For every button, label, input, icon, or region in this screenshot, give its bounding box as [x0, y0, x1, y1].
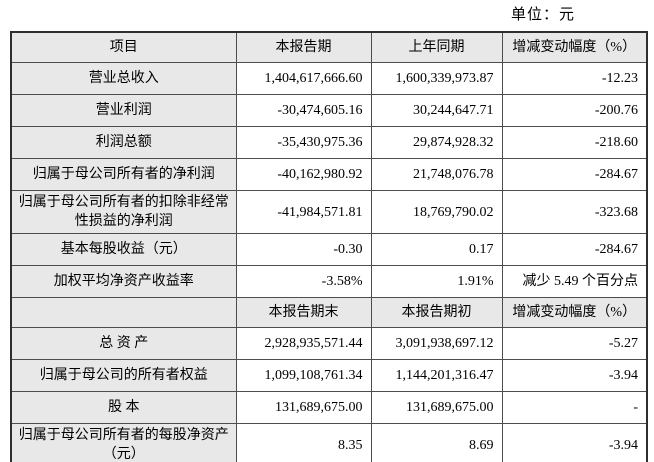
- unit-label: 单位：元: [510, 7, 575, 23]
- header-cell-current-period: 本报告期: [235, 31, 372, 63]
- value-prior: 1.91%: [370, 265, 503, 298]
- row-label: 营业利润: [10, 94, 237, 127]
- row-label: 归属于母公司所有者的扣除非经常性损益的净利润: [10, 190, 237, 234]
- table-row: 加权平均净资产收益率 -3.58% 1.91% 减少 5.49 个百分点: [10, 265, 648, 298]
- table-row: 基本每股收益（元） -0.30 0.17 -284.67: [10, 233, 648, 266]
- header-cell-empty: [10, 297, 237, 328]
- value-change: 减少 5.49 个百分点: [501, 265, 648, 298]
- value-change: -284.67: [501, 158, 648, 191]
- table-row: 营业利润 -30,474,605.16 30,244,647.71 -200.7…: [10, 94, 648, 127]
- table-row: 归属于母公司的所有者权益 1,099,108,761.34 1,144,201,…: [10, 359, 648, 392]
- value-change: -5.27: [501, 327, 648, 360]
- row-label: 归属于母公司所有者的净利润: [10, 158, 237, 191]
- value-current: -40,162,980.92: [235, 158, 372, 191]
- table-header-row-balance: 本报告期末 本报告期初 增减变动幅度（%）: [10, 297, 648, 328]
- table-row: 股 本 131,689,675.00 131,689,675.00 -: [10, 391, 648, 424]
- table-row: 归属于母公司所有者的净利润 -40,162,980.92 21,748,076.…: [10, 158, 648, 191]
- value-current: -35,430,975.36: [235, 126, 372, 159]
- value-current: 1,099,108,761.34: [235, 359, 372, 392]
- header-cell-change-pct: 增减变动幅度（%）: [501, 297, 648, 328]
- table-row: 归属于母公司所有者的每股净资产（元） 8.35 8.69 -3.94: [10, 423, 648, 462]
- value-current: 131,689,675.00: [235, 391, 372, 424]
- value-prior: 0.17: [370, 233, 503, 266]
- header-cell-change-pct: 增减变动幅度（%）: [501, 31, 648, 63]
- value-current: -30,474,605.16: [235, 94, 372, 127]
- value-change: -284.67: [501, 233, 648, 266]
- value-prior: 30,244,647.71: [370, 94, 503, 127]
- row-label: 归属于母公司的所有者权益: [10, 359, 237, 392]
- financial-summary-table: 项目 本报告期 上年同期 增减变动幅度（%） 营业总收入 1,404,617,6…: [10, 31, 648, 462]
- row-label: 归属于母公司所有者的每股净资产（元）: [10, 423, 237, 462]
- value-change: -3.94: [501, 359, 648, 392]
- value-current: 2,928,935,571.44: [235, 327, 372, 360]
- header-cell-item: 项目: [10, 31, 237, 63]
- value-current: -41,984,571.81: [235, 190, 372, 234]
- value-current: -0.30: [235, 233, 372, 266]
- value-prior: 8.69: [370, 423, 503, 462]
- table-row: 总 资 产 2,928,935,571.44 3,091,938,697.12 …: [10, 327, 648, 360]
- value-prior: 1,144,201,316.47: [370, 359, 503, 392]
- value-current: 8.35: [235, 423, 372, 462]
- row-label: 营业总收入: [10, 62, 237, 95]
- value-prior: 29,874,928.32: [370, 126, 503, 159]
- value-change: -218.60: [501, 126, 648, 159]
- value-change: -12.23: [501, 62, 648, 95]
- value-current: 1,404,617,666.60: [235, 62, 372, 95]
- table-header-row-period: 项目 本报告期 上年同期 增减变动幅度（%）: [10, 31, 648, 63]
- row-label: 股 本: [10, 391, 237, 424]
- value-change: -323.68: [501, 190, 648, 234]
- value-change: -3.94: [501, 423, 648, 462]
- row-label: 加权平均净资产收益率: [10, 265, 237, 298]
- value-change: -200.76: [501, 94, 648, 127]
- table-row: 营业总收入 1,404,617,666.60 1,600,339,973.87 …: [10, 62, 648, 95]
- row-label: 利润总额: [10, 126, 237, 159]
- header-cell-period-end: 本报告期末: [235, 297, 372, 328]
- value-prior: 18,769,790.02: [370, 190, 503, 234]
- value-prior: 21,748,076.78: [370, 158, 503, 191]
- value-prior: 1,600,339,973.87: [370, 62, 503, 95]
- value-prior: 3,091,938,697.12: [370, 327, 503, 360]
- value-change: -: [501, 391, 648, 424]
- table-row: 利润总额 -35,430,975.36 29,874,928.32 -218.6…: [10, 126, 648, 159]
- row-label: 基本每股收益（元）: [10, 233, 237, 266]
- row-label: 总 资 产: [10, 327, 237, 360]
- header-cell-period-start: 本报告期初: [370, 297, 503, 328]
- table-row: 归属于母公司所有者的扣除非经常性损益的净利润 -41,984,571.81 18…: [10, 190, 648, 234]
- header-cell-prior-period: 上年同期: [370, 31, 503, 63]
- value-current: -3.58%: [235, 265, 372, 298]
- value-prior: 131,689,675.00: [370, 391, 503, 424]
